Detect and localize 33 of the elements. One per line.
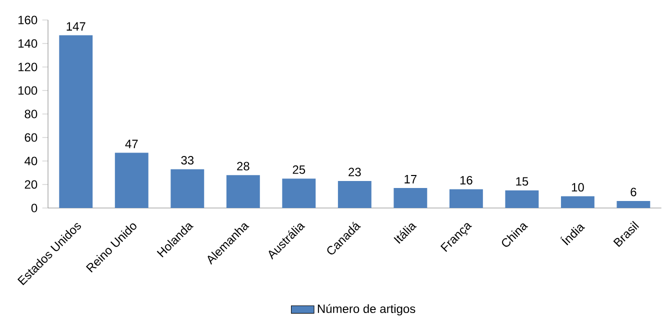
bar <box>170 169 204 208</box>
data-label: 6 <box>630 188 636 196</box>
bar <box>616 200 650 208</box>
bar <box>505 190 539 208</box>
data-label: 28 <box>237 162 250 170</box>
bar <box>59 35 93 208</box>
data-label: 16 <box>460 176 472 184</box>
y-tick-label: 80 <box>24 110 38 118</box>
y-tick-label: 0 <box>31 204 38 212</box>
y-tick-label: 40 <box>24 156 38 166</box>
bar <box>394 188 428 208</box>
bar <box>282 178 316 208</box>
data-label: 47 <box>125 140 138 148</box>
y-tick-label: 160 <box>18 16 38 24</box>
legend-label: Número de artigos <box>318 304 416 316</box>
y-tick-label: 60 <box>24 133 38 142</box>
data-label: 33 <box>181 156 194 165</box>
data-label: 147 <box>66 22 86 31</box>
data-label: 15 <box>516 177 528 186</box>
bar <box>114 152 148 208</box>
bar <box>226 175 260 208</box>
y-tick-label: 20 <box>24 180 38 189</box>
data-label: 23 <box>348 168 361 176</box>
x-tick-label: Itália <box>394 224 417 244</box>
data-label: 17 <box>404 175 416 184</box>
data-label: 10 <box>572 183 584 192</box>
y-tick-label: 120 <box>18 62 38 72</box>
bar <box>338 180 372 208</box>
y-tick-label: 140 <box>18 39 38 48</box>
bar <box>449 189 483 208</box>
bar <box>560 196 594 208</box>
data-label: 25 <box>292 165 306 174</box>
y-tick-label: 100 <box>18 86 38 95</box>
